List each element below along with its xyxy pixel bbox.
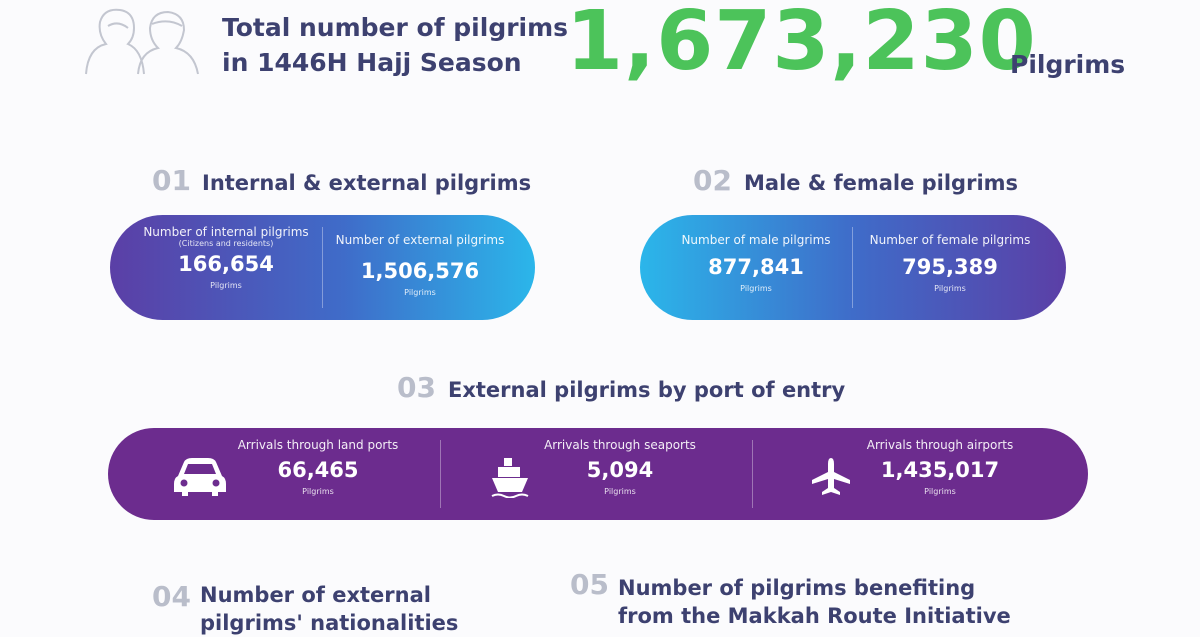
stats-pill: Number of internal pilgrims (Citizens an… [110,215,535,320]
stat-unit: Pilgrims [740,284,772,293]
port-unit: Pilgrims [302,487,334,496]
section-number: 02 [693,164,732,197]
stat-unit: Pilgrims [934,284,966,293]
section-number: 03 [397,371,436,404]
stats-pill: Number of male pilgrims 877,841 Pilgrims… [640,215,1066,320]
stat-cell: Number of internal pilgrims (Citizens an… [130,215,322,320]
ports-pill: Arrivals through land ports 66,465 Pilgr… [108,428,1088,520]
plane-icon [812,458,850,495]
port-cell: Arrivals through airports 1,435,017 Pilg… [828,428,1052,520]
port-cell: Arrivals through land ports 66,465 Pilgr… [208,428,428,520]
stat-unit: Pilgrims [210,281,242,290]
ship-icon [491,458,529,498]
port-value: 1,435,017 [880,458,1000,482]
port-label: Arrivals through land ports [237,438,399,452]
car-icon [174,458,226,496]
stat-value: 166,654 [178,252,274,276]
divider [852,227,853,308]
section-title: Internal & external pilgrims [202,171,532,195]
port-label: Arrivals through airports [866,438,1014,452]
divider [752,440,753,508]
port-value: 5,094 [586,458,654,482]
section-title-line: pilgrims' nationalities [200,611,459,635]
section-title: External pilgrims by port of entry [448,378,846,402]
total-unit: Pilgrims [1010,50,1126,79]
stat-label: Number of female pilgrims [869,233,1031,247]
stat-value: 1,506,576 [360,259,480,283]
section-title-line: from the Makkah Route Initiative [618,604,1011,628]
port-unit: Pilgrims [924,487,956,496]
section-number: 01 [152,164,191,197]
stat-unit: Pilgrims [404,288,436,297]
section-title: Male & female pilgrims [744,171,1019,195]
divider [322,227,323,308]
stat-note: (Citizens and residents) [178,239,274,248]
port-value: 66,465 [277,458,359,482]
stat-value: 877,841 [708,255,804,279]
port-label: Arrivals through seaports [544,438,696,452]
stat-label: Number of internal pilgrims [143,225,309,239]
section-title-line: Number of external [200,583,431,607]
section-number: 04 [152,580,191,613]
pilgrims-icon [85,8,199,75]
stat-label: Number of male pilgrims [681,233,831,247]
stat-cell: Number of male pilgrims 877,841 Pilgrims [660,215,852,320]
stat-cell: Number of external pilgrims 1,506,576 Pi… [324,215,516,320]
port-cell: Arrivals through seaports 5,094 Pilgrims [508,428,732,520]
divider [440,440,441,508]
section-number: 05 [570,568,609,601]
section-title: Number of external pilgrims' nationaliti… [200,581,458,637]
port-unit: Pilgrims [604,487,636,496]
section-title-line: Number of pilgrims benefiting [618,576,976,600]
section-title: Number of pilgrims benefiting from the M… [618,574,1011,630]
header-title-line: in 1446H Hajj Season [222,48,522,77]
header-title-line: Total number of pilgrims [222,13,569,42]
stat-cell: Number of female pilgrims 795,389 Pilgri… [854,215,1046,320]
total-value: 1,673,230 [566,0,1037,89]
header-title: Total number of pilgrims in 1446H Hajj S… [222,10,568,80]
stat-label: Number of external pilgrims [335,233,505,247]
stat-value: 795,389 [902,255,998,279]
